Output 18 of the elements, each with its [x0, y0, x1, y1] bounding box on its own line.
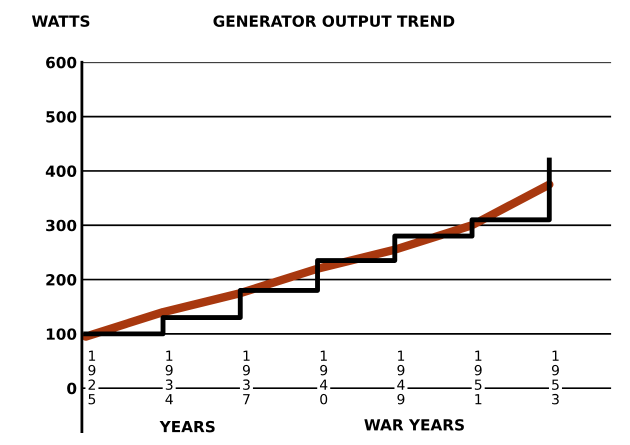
x-tick-label: 1951 [474, 350, 482, 404]
y-tick-label: 0 [67, 382, 76, 394]
x-tick-label: 1949 [397, 350, 405, 404]
y-tick-label: 200 [46, 274, 76, 286]
x-tick-label: 1934 [165, 350, 173, 404]
y-tick-label: 400 [46, 165, 76, 177]
y-tick-label: 500 [46, 111, 76, 123]
x-tick-label: 1937 [242, 350, 250, 404]
y-tick-label: 300 [46, 220, 76, 232]
x-tick-label: 1953 [552, 350, 559, 404]
y-axis-title: WATTS [32, 15, 90, 27]
annotation: WAR YEARS [364, 419, 464, 431]
chart-title: GENERATOR OUTPUT TREND [213, 15, 454, 27]
y-tick-label: 100 [46, 328, 76, 340]
x-axis-title: YEARS [160, 420, 215, 432]
y-tick-label: 600 [46, 56, 76, 68]
x-tick-label: 1940 [320, 350, 328, 404]
x-tick-label: 1925 [88, 350, 96, 404]
